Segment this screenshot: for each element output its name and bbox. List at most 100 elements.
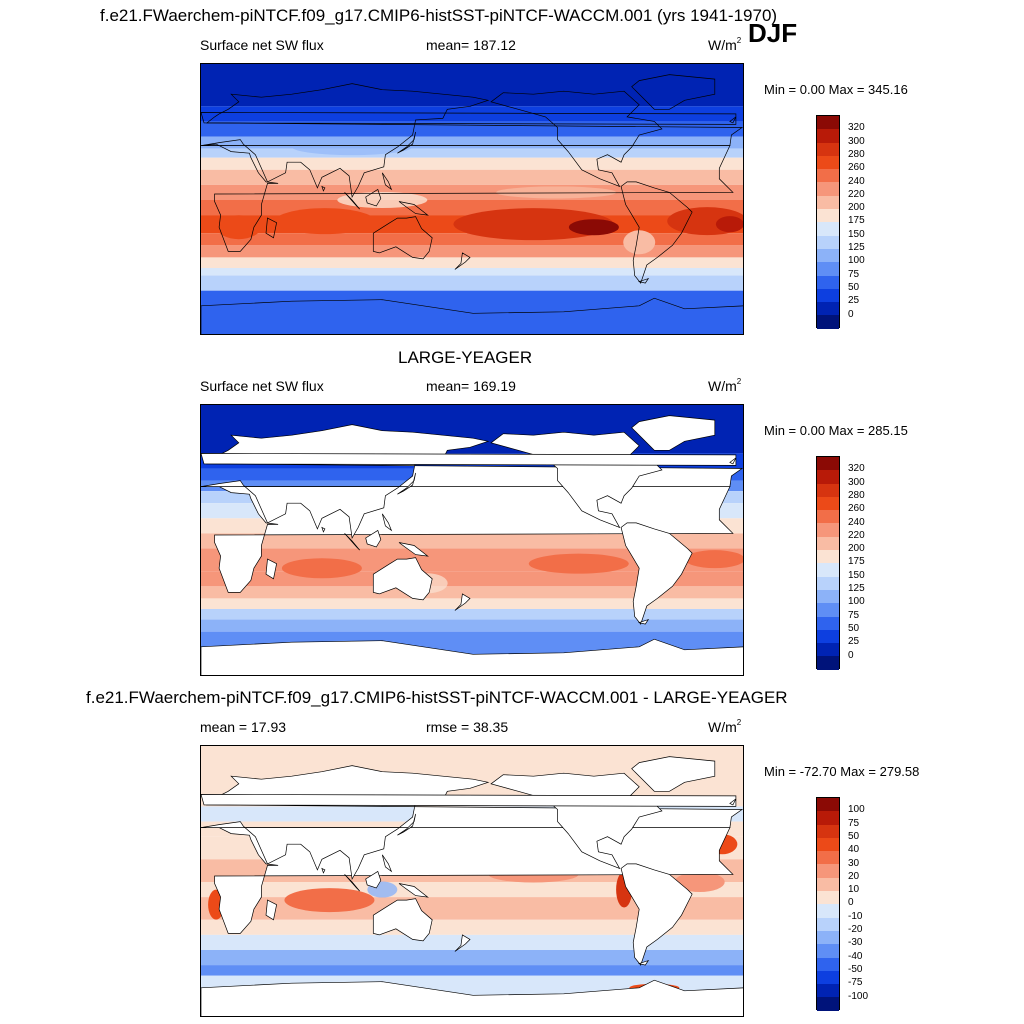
colorbar-swatch bbox=[817, 550, 839, 564]
panel3-map bbox=[200, 745, 744, 1017]
colorbar-swatch bbox=[817, 563, 839, 577]
colorbar-swatch bbox=[817, 656, 839, 670]
colorbar-tick-label: 50 bbox=[848, 281, 860, 293]
colorbar-tick-label: 300 bbox=[848, 135, 865, 147]
panel1-variable-label: Surface net SW flux bbox=[200, 37, 324, 53]
colorbar-swatch bbox=[817, 851, 839, 865]
panel1-map bbox=[200, 63, 744, 335]
colorbar-tick-label: 200 bbox=[848, 202, 865, 214]
colorbar-swatch bbox=[817, 235, 839, 249]
colorbar-tick-label: 40 bbox=[848, 844, 860, 856]
panel3-mean-label: mean = 17.93 bbox=[200, 719, 287, 735]
continents bbox=[201, 756, 743, 1016]
colorbar-swatch bbox=[817, 616, 839, 630]
colorbar-swatch bbox=[817, 930, 839, 945]
panel3-rmse-label: rmse = 38.35 bbox=[426, 719, 509, 735]
colorbar-swatch bbox=[817, 891, 839, 905]
colorbar-swatch bbox=[817, 984, 839, 998]
colorbar-swatch bbox=[817, 483, 839, 497]
colorbar-tick-label: 100 bbox=[848, 596, 865, 608]
colorbar-swatch bbox=[817, 877, 839, 892]
colorbar-tick-label: 25 bbox=[848, 295, 860, 307]
map-field bbox=[201, 405, 743, 675]
colorbar-swatch bbox=[817, 536, 839, 551]
colorbar-tick-label: 260 bbox=[848, 503, 865, 515]
continents bbox=[201, 415, 743, 675]
colorbar-tick-label: 280 bbox=[848, 148, 865, 160]
panel2-title: LARGE-YEAGER bbox=[398, 348, 533, 367]
panel2-variable-label: Surface net SW flux bbox=[200, 378, 324, 394]
colorbar-swatch bbox=[817, 603, 839, 617]
panel3-minmax-label: Min = -72.70 Max = 279.58 bbox=[764, 764, 920, 779]
colorbar-tick-label: 100 bbox=[848, 804, 865, 816]
colorbar-swatches bbox=[816, 115, 840, 329]
colorbar-tick-label: 30 bbox=[848, 857, 860, 869]
colorbar-swatch bbox=[817, 944, 839, 958]
colorbar-tick-label: -40 bbox=[848, 950, 863, 962]
colorbar-swatch bbox=[817, 116, 839, 130]
colorbar-tick-label: 175 bbox=[848, 556, 865, 568]
colorbar-tick-label: -75 bbox=[848, 977, 863, 989]
colorbar-swatch bbox=[817, 248, 839, 263]
panel2-minmax-label: Min = 0.00 Max = 285.15 bbox=[764, 423, 908, 438]
colorbar-swatch bbox=[817, 209, 839, 223]
panel2-units-label: W/m2 bbox=[708, 377, 742, 394]
colorbar-tick-label: 0 bbox=[848, 308, 854, 320]
colorbar-swatch bbox=[817, 917, 839, 931]
colorbar-tick-label: 75 bbox=[848, 609, 860, 621]
colorbar-swatch bbox=[817, 182, 839, 196]
colorbar-tick-label: 150 bbox=[848, 569, 865, 581]
colorbar-tick-label: 100 bbox=[848, 255, 865, 267]
colorbar-tick-label: 280 bbox=[848, 489, 865, 501]
colorbar-tick-label: 75 bbox=[848, 268, 860, 280]
colorbar-tick-label: -10 bbox=[848, 910, 863, 922]
colorbar-swatch bbox=[817, 904, 839, 918]
colorbar-swatch bbox=[817, 864, 839, 878]
colorbar-tick-label: 200 bbox=[848, 543, 865, 555]
colorbar-swatch bbox=[817, 970, 839, 985]
colorbar-tick-label: 175 bbox=[848, 215, 865, 227]
colorbar-swatch bbox=[817, 155, 839, 170]
figure-title: f.e21.FWaerchem-piNTCF.f09_g17.CMIP6-his… bbox=[100, 6, 778, 25]
colorbar-tick-label: 10 bbox=[848, 884, 860, 896]
colorbar-tick-label: 260 bbox=[848, 162, 865, 174]
colorbar-tick-label: 125 bbox=[848, 242, 865, 253]
map-field bbox=[201, 746, 743, 1016]
colorbar-tick-label: 50 bbox=[848, 622, 860, 634]
panel3-units-label: W/m2 bbox=[708, 718, 742, 735]
colorbar-swatch bbox=[817, 798, 839, 812]
continents bbox=[201, 74, 743, 334]
colorbar-swatch bbox=[817, 643, 839, 657]
colorbar-tick-label: 20 bbox=[848, 870, 860, 882]
colorbar-tick-label: 320 bbox=[848, 122, 865, 134]
colorbar-swatches bbox=[816, 456, 840, 670]
colorbar-swatch bbox=[817, 510, 839, 524]
colorbar-tick-label: 50 bbox=[848, 830, 860, 842]
panel1-units-label: W/m2 bbox=[708, 36, 742, 53]
colorbar-swatch bbox=[817, 195, 839, 210]
colorbar-swatch bbox=[817, 275, 839, 289]
panel1-minmax-label: Min = 0.00 Max = 345.16 bbox=[764, 82, 908, 97]
colorbar-swatch bbox=[817, 629, 839, 644]
colorbar-swatch bbox=[817, 315, 839, 329]
colorbar-swatch bbox=[817, 496, 839, 511]
colorbar-tick-label: 220 bbox=[848, 188, 865, 200]
colorbar-swatch bbox=[817, 470, 839, 484]
panel2-mean-label: mean= 169.19 bbox=[426, 378, 516, 394]
colorbar-swatch bbox=[817, 302, 839, 316]
colorbar-swatches bbox=[816, 797, 840, 1011]
colorbar-swatch bbox=[817, 837, 839, 852]
colorbar-swatch bbox=[817, 288, 839, 303]
colorbar-tick-label: 25 bbox=[848, 636, 860, 648]
panel3-title: f.e21.FWaerchem-piNTCF.f09_g17.CMIP6-his… bbox=[86, 688, 788, 707]
colorbar-tick-label: 300 bbox=[848, 476, 865, 488]
colorbar-tick-label: 0 bbox=[848, 649, 854, 661]
colorbar-tick-label: -30 bbox=[848, 937, 863, 949]
colorbar-tick-label: 0 bbox=[848, 897, 854, 909]
colorbar-tick-label: -100 bbox=[848, 990, 869, 1002]
colorbar-tick-label: 125 bbox=[848, 583, 865, 594]
colorbar-swatch bbox=[817, 169, 839, 183]
colorbar-swatch bbox=[817, 222, 839, 236]
colorbar-swatch bbox=[817, 142, 839, 156]
panel2-map bbox=[200, 404, 744, 676]
